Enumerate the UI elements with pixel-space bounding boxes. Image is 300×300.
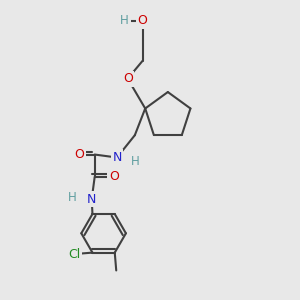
Text: H: H [130,154,139,168]
Text: O: O [123,72,133,85]
Text: H: H [68,191,77,204]
Text: N: N [87,193,96,206]
Text: N: N [112,151,122,164]
Text: Cl: Cl [68,248,80,261]
Text: O: O [109,170,119,183]
Text: H: H [120,14,129,27]
Text: O: O [74,148,84,161]
Text: O: O [138,14,148,27]
